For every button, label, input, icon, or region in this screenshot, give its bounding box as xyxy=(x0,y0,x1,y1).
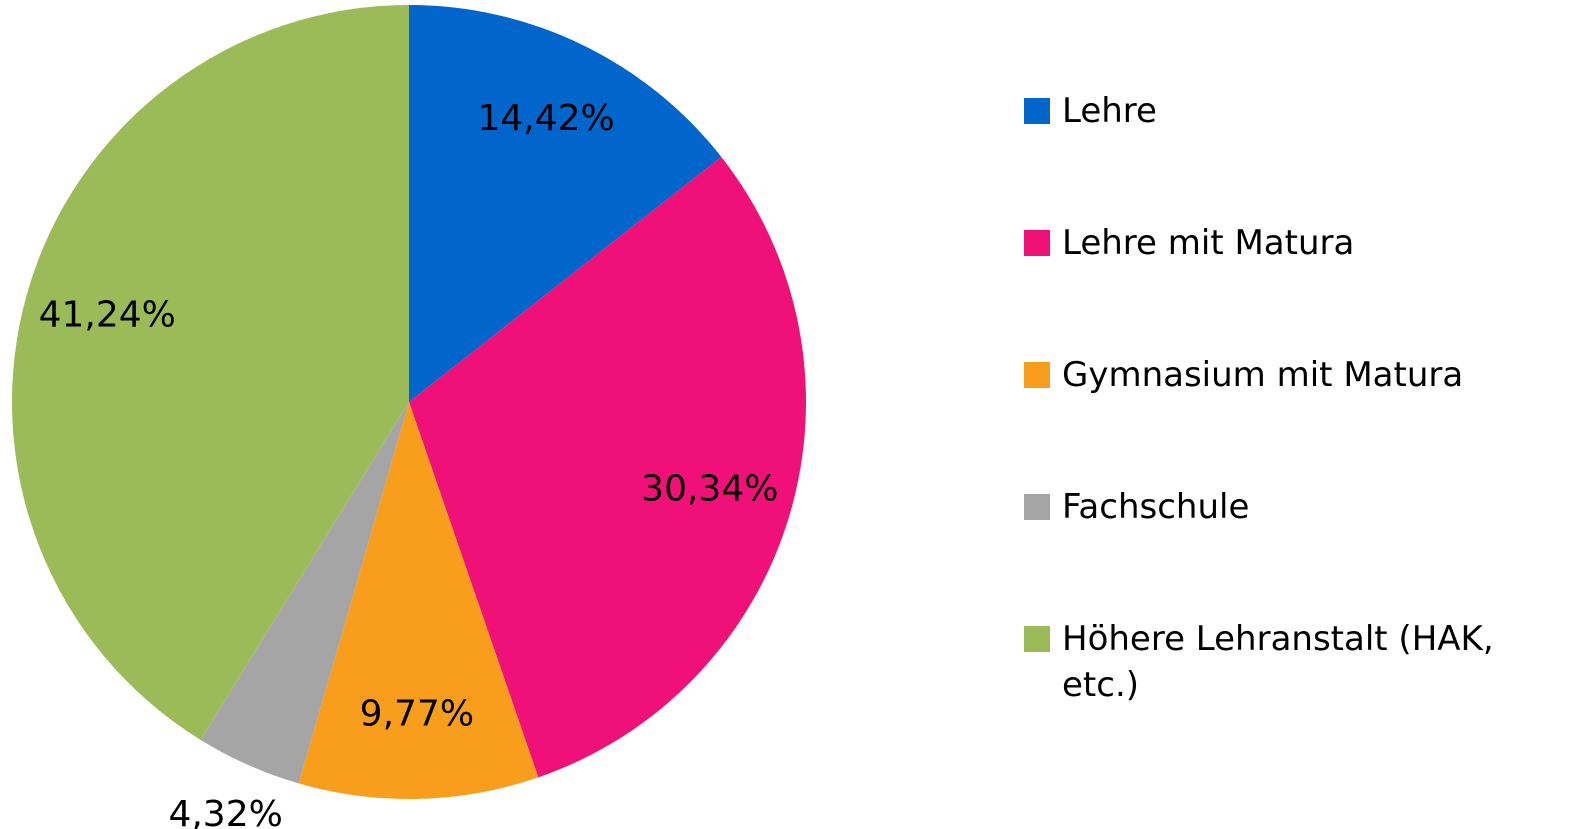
pie-slice xyxy=(409,156,806,778)
legend-item: Fachschule xyxy=(1024,484,1544,530)
legend-item: Gymnasium mit Matura xyxy=(1024,352,1544,398)
chart: 14,42% 30,34% 9,77% 4,32% 41,24% xyxy=(12,5,806,829)
legend-label: Fachschule xyxy=(1062,487,1250,527)
legend-swatch xyxy=(1024,230,1050,256)
legend-item: Lehre xyxy=(1024,88,1544,134)
pie-slice xyxy=(298,402,539,799)
legend-label: Lehre xyxy=(1062,91,1157,131)
data-label: 9,77% xyxy=(360,694,474,735)
legend-label: Höhere Lehranstalt (HAK, etc.) xyxy=(1062,619,1494,705)
legend-item: Lehre mit Matura xyxy=(1024,220,1544,266)
data-label: 14,42% xyxy=(478,98,615,139)
legend: Lehre Lehre mit Matura Gymnasium mit Matur… xyxy=(1024,88,1544,794)
legend-swatch xyxy=(1024,494,1050,520)
legend-swatch xyxy=(1024,362,1050,388)
pie-slice xyxy=(409,5,722,402)
legend-label: Lehre mit Matura xyxy=(1062,223,1355,263)
data-label: 41,24% xyxy=(39,294,176,335)
data-label: 4,32% xyxy=(168,794,282,829)
legend-item: Höhere Lehranstalt (HAK, etc.) xyxy=(1024,616,1544,708)
legend-swatch xyxy=(1024,98,1050,124)
pie-slice xyxy=(200,402,409,784)
pie-slice xyxy=(12,5,409,740)
data-label: 30,34% xyxy=(641,469,778,510)
legend-label: Gymnasium mit Matura xyxy=(1062,355,1464,395)
legend-swatch xyxy=(1024,626,1050,652)
